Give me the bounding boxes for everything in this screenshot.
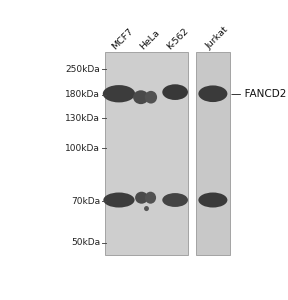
Text: HeLa: HeLa	[138, 28, 161, 51]
Ellipse shape	[162, 84, 188, 100]
Ellipse shape	[144, 206, 149, 211]
Ellipse shape	[198, 193, 228, 208]
Text: Jurkat: Jurkat	[204, 25, 230, 51]
Text: 130kDa: 130kDa	[65, 113, 100, 122]
Text: MCF7: MCF7	[110, 26, 135, 51]
Text: 250kDa: 250kDa	[65, 65, 100, 74]
Text: — FANCD2: — FANCD2	[231, 89, 287, 99]
Bar	[196, 52, 230, 256]
Text: 100kDa: 100kDa	[65, 143, 100, 152]
Ellipse shape	[162, 193, 188, 207]
Ellipse shape	[135, 192, 148, 204]
Text: K-562: K-562	[165, 26, 191, 51]
Ellipse shape	[198, 85, 228, 102]
Ellipse shape	[103, 193, 134, 208]
Text: 70kDa: 70kDa	[71, 197, 100, 206]
Ellipse shape	[133, 90, 149, 104]
Text: 180kDa: 180kDa	[65, 90, 100, 99]
Text: 50kDa: 50kDa	[71, 238, 100, 247]
Ellipse shape	[145, 192, 156, 204]
Bar	[105, 52, 188, 256]
Ellipse shape	[145, 91, 157, 103]
Ellipse shape	[103, 85, 135, 102]
